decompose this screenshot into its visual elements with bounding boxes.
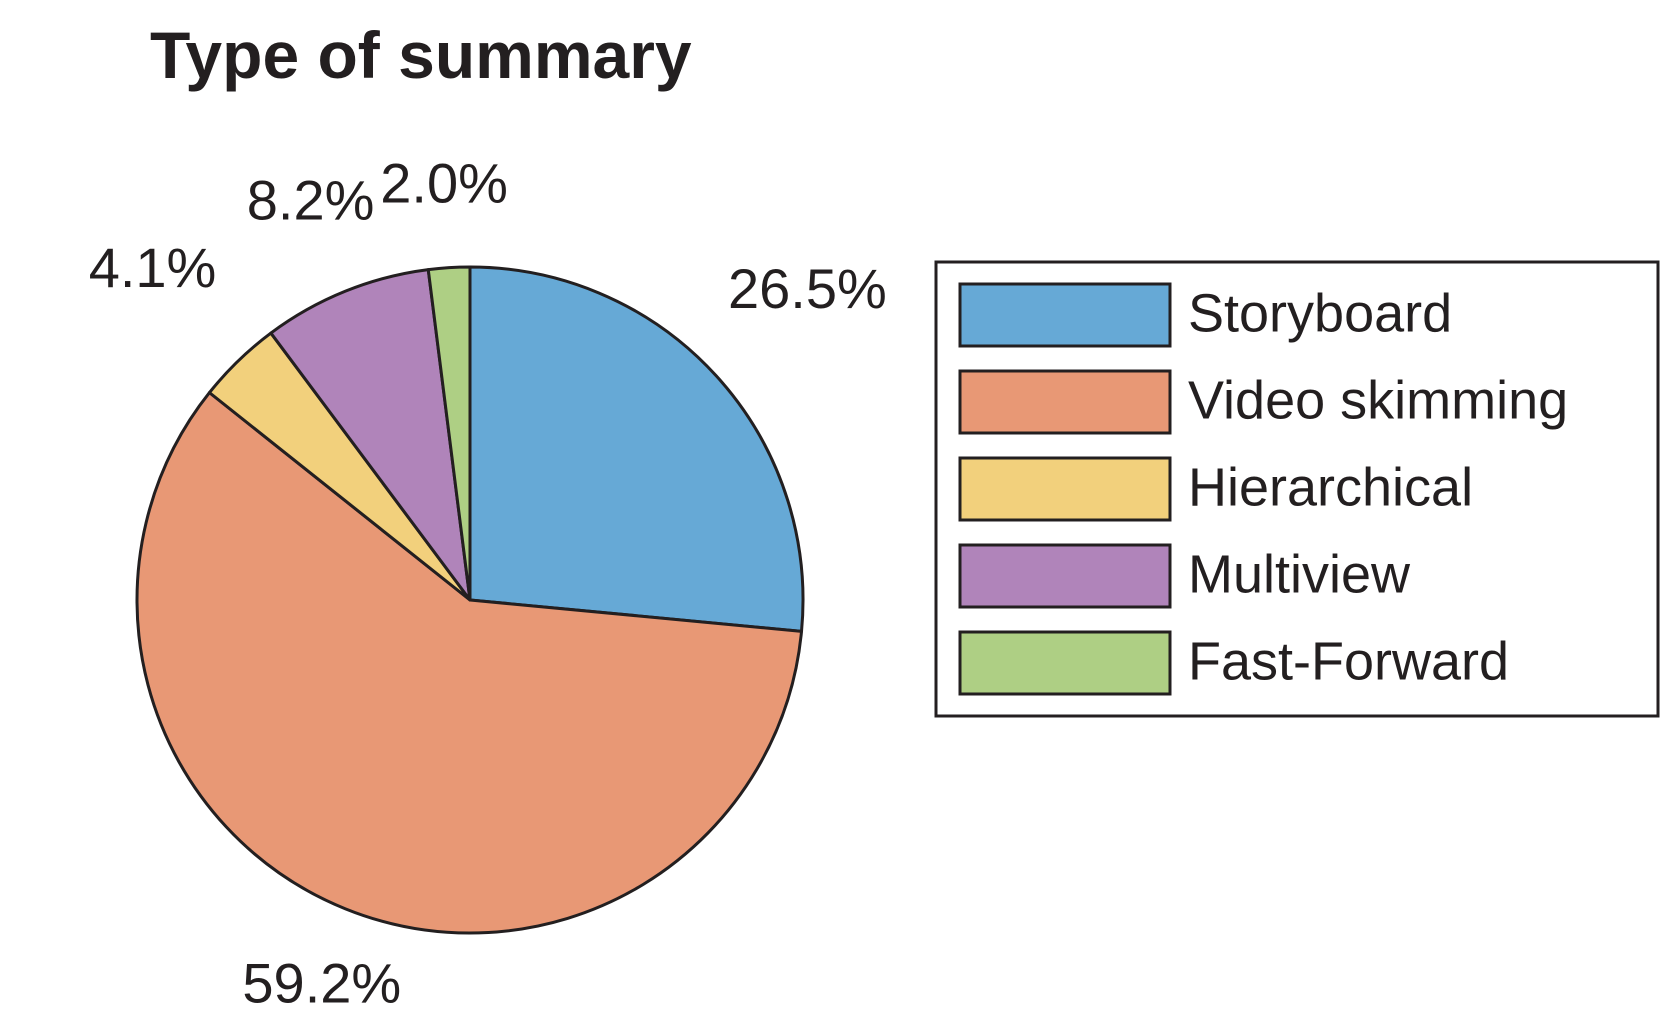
legend-swatch-hierarchical bbox=[958, 456, 1172, 522]
pie-slice-video-skimming bbox=[135, 391, 804, 935]
value-label-hierarchical: 4.1% bbox=[89, 236, 217, 299]
legend: Storyboard Video skimming Hierarchical Mult… bbox=[934, 260, 1660, 718]
pie-slice-multiview bbox=[269, 268, 472, 602]
legend-swatch-video-skimming bbox=[958, 369, 1172, 435]
legend-swatch-multiview bbox=[958, 543, 1172, 609]
legend-label-storyboard: Storyboard bbox=[1188, 283, 1452, 343]
value-label-video-skimming: 59.2% bbox=[242, 951, 401, 1014]
pie-slices bbox=[135, 265, 805, 935]
value-label-fast-forward: 2.0% bbox=[380, 152, 508, 215]
pie-slice-fast-forward bbox=[426, 265, 472, 602]
legend-swatch-storyboard bbox=[958, 282, 1172, 348]
value-label-multiview: 8.2% bbox=[247, 168, 375, 231]
pie-slice-storyboard bbox=[468, 265, 805, 633]
legend-label-multiview: Multiview bbox=[1188, 544, 1411, 604]
legend-label-fast-forward: Fast-Forward bbox=[1188, 631, 1509, 691]
legend-label-video-skimming: Video skimming bbox=[1188, 370, 1568, 430]
legend-swatch-fast-forward bbox=[958, 630, 1172, 696]
legend-label-hierarchical: Hierarchical bbox=[1188, 457, 1473, 517]
chart-title: Type of summary bbox=[150, 18, 692, 92]
pie-value-labels: 26.5% 59.2% 4.1% 8.2% 2.0% bbox=[89, 152, 887, 1015]
value-label-storyboard: 26.5% bbox=[728, 257, 887, 320]
